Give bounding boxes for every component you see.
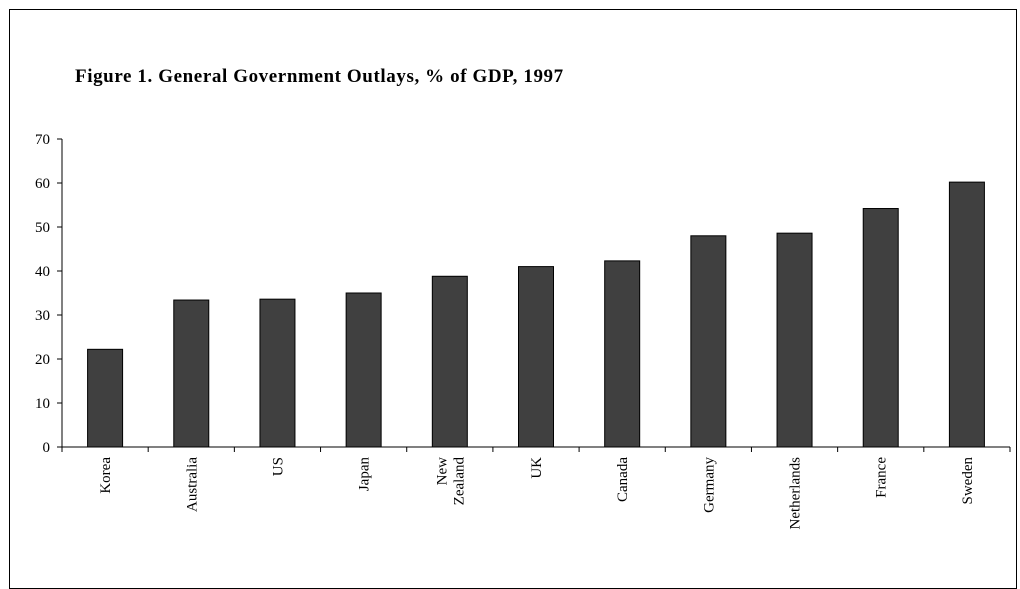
- x-category-label-line: Sweden: [960, 457, 976, 505]
- x-category-label-line: Japan: [357, 457, 373, 492]
- x-category-label: US: [270, 457, 286, 476]
- x-category-label-line: Zealand: [451, 457, 467, 506]
- y-tick-label: 0: [43, 440, 51, 456]
- x-category-label-line: Korea: [98, 457, 114, 494]
- chart-title: Figure 1. General Government Outlays, % …: [75, 66, 564, 87]
- x-category-label: France: [874, 457, 890, 498]
- chart-frame: [9, 9, 1017, 589]
- x-category-label: NewZealand: [434, 457, 467, 506]
- x-category-label-line: Australia: [184, 457, 200, 512]
- y-ticks-group: 0 10 20 30 40 50 60 70: [35, 132, 62, 456]
- x-labels-group: Korea Australia US Japan NewZealand UK Canada G…: [98, 457, 976, 530]
- x-category-label: Netherlands: [788, 457, 804, 530]
- bar: [173, 299, 210, 448]
- x-category-label: Germany: [701, 457, 717, 513]
- x-category-label: Japan: [357, 457, 373, 492]
- bar: [690, 235, 727, 448]
- x-category-label-line: Canada: [615, 457, 631, 502]
- x-category-label-line: US: [270, 457, 286, 476]
- y-tick-label: 60: [35, 176, 50, 192]
- bar: [948, 181, 985, 448]
- x-category-label-line: New: [434, 457, 450, 485]
- bar: [776, 232, 813, 448]
- bars-group: [87, 181, 985, 448]
- bar: [259, 298, 296, 448]
- bar: [87, 348, 124, 448]
- bar: [431, 275, 468, 448]
- x-category-label-line: France: [874, 457, 890, 498]
- y-tick-label: 30: [35, 308, 50, 324]
- bar: [345, 292, 382, 448]
- bar: [518, 266, 554, 448]
- y-tick-label: 10: [35, 396, 50, 412]
- y-tick-label: 20: [35, 352, 50, 368]
- y-tick-label: 50: [35, 220, 50, 236]
- y-tick-label: 40: [35, 264, 50, 280]
- x-category-label: Canada: [615, 457, 631, 502]
- x-category-label-line: UK: [529, 457, 545, 479]
- x-category-label-line: Netherlands: [788, 457, 804, 530]
- x-category-label: Korea: [98, 457, 114, 494]
- bar: [862, 208, 899, 448]
- bar: [604, 260, 641, 448]
- y-tick-label: 70: [35, 132, 50, 148]
- x-category-label: Sweden: [960, 457, 976, 505]
- x-category-label: Australia: [184, 457, 200, 512]
- axes-group: [61, 139, 1011, 452]
- bar-chart: 0 10 20 30 40 50 60 70 Korea Australia US Japan New…: [35, 132, 1011, 530]
- x-category-label: UK: [529, 457, 545, 479]
- x-category-label-line: Germany: [701, 457, 717, 513]
